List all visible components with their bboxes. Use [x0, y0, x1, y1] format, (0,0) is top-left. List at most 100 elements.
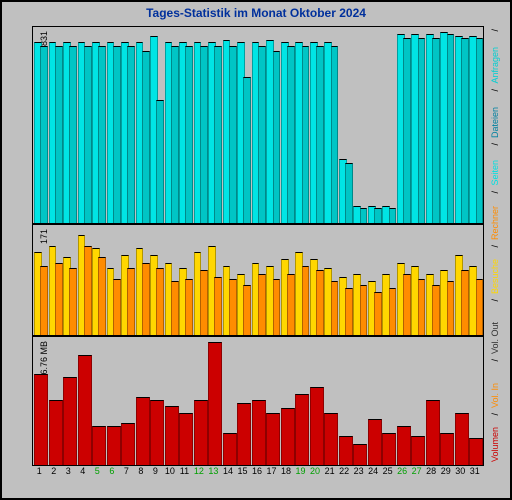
x-tick: 12: [194, 466, 204, 476]
bar: [150, 400, 164, 465]
day-column: [78, 27, 91, 223]
day-column: [382, 225, 395, 335]
bar: [281, 408, 295, 465]
bar: [229, 279, 237, 335]
day-column: [252, 337, 265, 465]
x-tick: 14: [223, 466, 233, 476]
x-tick: 4: [80, 466, 85, 476]
day-column: [136, 27, 149, 223]
x-tick: 11: [180, 466, 189, 476]
x-tick: 3: [66, 466, 71, 476]
day-column: [252, 225, 265, 335]
x-tick: 10: [165, 466, 175, 476]
day-column: [150, 27, 163, 223]
bar: [273, 279, 281, 335]
x-tick: 15: [237, 466, 247, 476]
bar: [136, 397, 150, 465]
bar: [142, 51, 150, 223]
bar: [98, 257, 106, 335]
day-column: [165, 337, 178, 465]
bar: [113, 279, 121, 335]
bar: [156, 268, 164, 335]
x-tick: 21: [325, 466, 335, 476]
bar: [55, 263, 63, 336]
bar: [127, 268, 135, 335]
panel-top: 24831: [32, 26, 484, 224]
bar: [331, 281, 339, 335]
day-column: [34, 337, 47, 465]
day-column: [179, 337, 192, 465]
day-column: [194, 225, 207, 335]
x-tick: 29: [441, 466, 451, 476]
x-tick: 27: [412, 466, 422, 476]
bar: [200, 46, 208, 223]
day-column: [339, 337, 352, 465]
day-column: [295, 337, 308, 465]
day-column: [107, 337, 120, 465]
bar: [411, 436, 425, 465]
day-column: [353, 27, 366, 223]
day-column: [324, 225, 337, 335]
x-tick: 19: [296, 466, 306, 476]
x-tick: 23: [354, 466, 364, 476]
bar: [63, 377, 77, 465]
day-column: [339, 27, 352, 223]
day-column: [237, 27, 250, 223]
day-column: [92, 225, 105, 335]
bar: [455, 413, 469, 465]
day-column: [78, 337, 91, 465]
day-column: [107, 225, 120, 335]
bar: [316, 270, 324, 335]
bar: [266, 413, 280, 465]
day-column: [368, 337, 381, 465]
day-column: [92, 27, 105, 223]
legend-item: Anfragen: [490, 47, 500, 84]
day-column: [397, 225, 410, 335]
day-column: [136, 225, 149, 335]
day-column: [353, 225, 366, 335]
legend-item: Besuche: [490, 259, 500, 294]
chart-title: Tages-Statistik im Monat Oktober 2024: [2, 6, 510, 20]
day-column: [281, 337, 294, 465]
bar: [214, 277, 222, 335]
bar: [49, 400, 63, 465]
x-axis: 1234567891011121314151617181920212223242…: [32, 466, 482, 480]
bar: [339, 436, 353, 465]
bar: [252, 400, 266, 465]
legend-item: Seiten: [490, 160, 500, 186]
x-tick: 7: [124, 466, 129, 476]
bar: [34, 374, 48, 465]
bar: [418, 279, 426, 335]
bar: [98, 46, 106, 223]
bar: [258, 274, 266, 336]
day-column: [179, 27, 192, 223]
bar: [78, 355, 92, 465]
day-column: [34, 27, 47, 223]
x-tick: 5: [95, 466, 100, 476]
x-tick: 26: [397, 466, 407, 476]
day-column: [208, 27, 221, 223]
bar: [113, 46, 121, 223]
day-column: [49, 225, 62, 335]
bar: [374, 208, 382, 223]
day-column: [411, 27, 424, 223]
day-column: [426, 225, 439, 335]
day-column: [382, 337, 395, 465]
bar: [447, 34, 455, 223]
day-column: [252, 27, 265, 223]
day-column: [165, 27, 178, 223]
bar: [208, 342, 222, 465]
day-column: [121, 225, 134, 335]
bar: [345, 288, 353, 335]
bar: [310, 387, 324, 465]
bar: [258, 46, 266, 223]
bar: [360, 285, 368, 336]
day-column: [281, 225, 294, 335]
day-column: [92, 337, 105, 465]
legend-item: Vol. In: [490, 383, 500, 408]
day-column: [63, 225, 76, 335]
bar: [229, 46, 237, 223]
day-column: [266, 27, 279, 223]
panel-mid: 171: [32, 224, 484, 336]
bar: [185, 279, 193, 335]
